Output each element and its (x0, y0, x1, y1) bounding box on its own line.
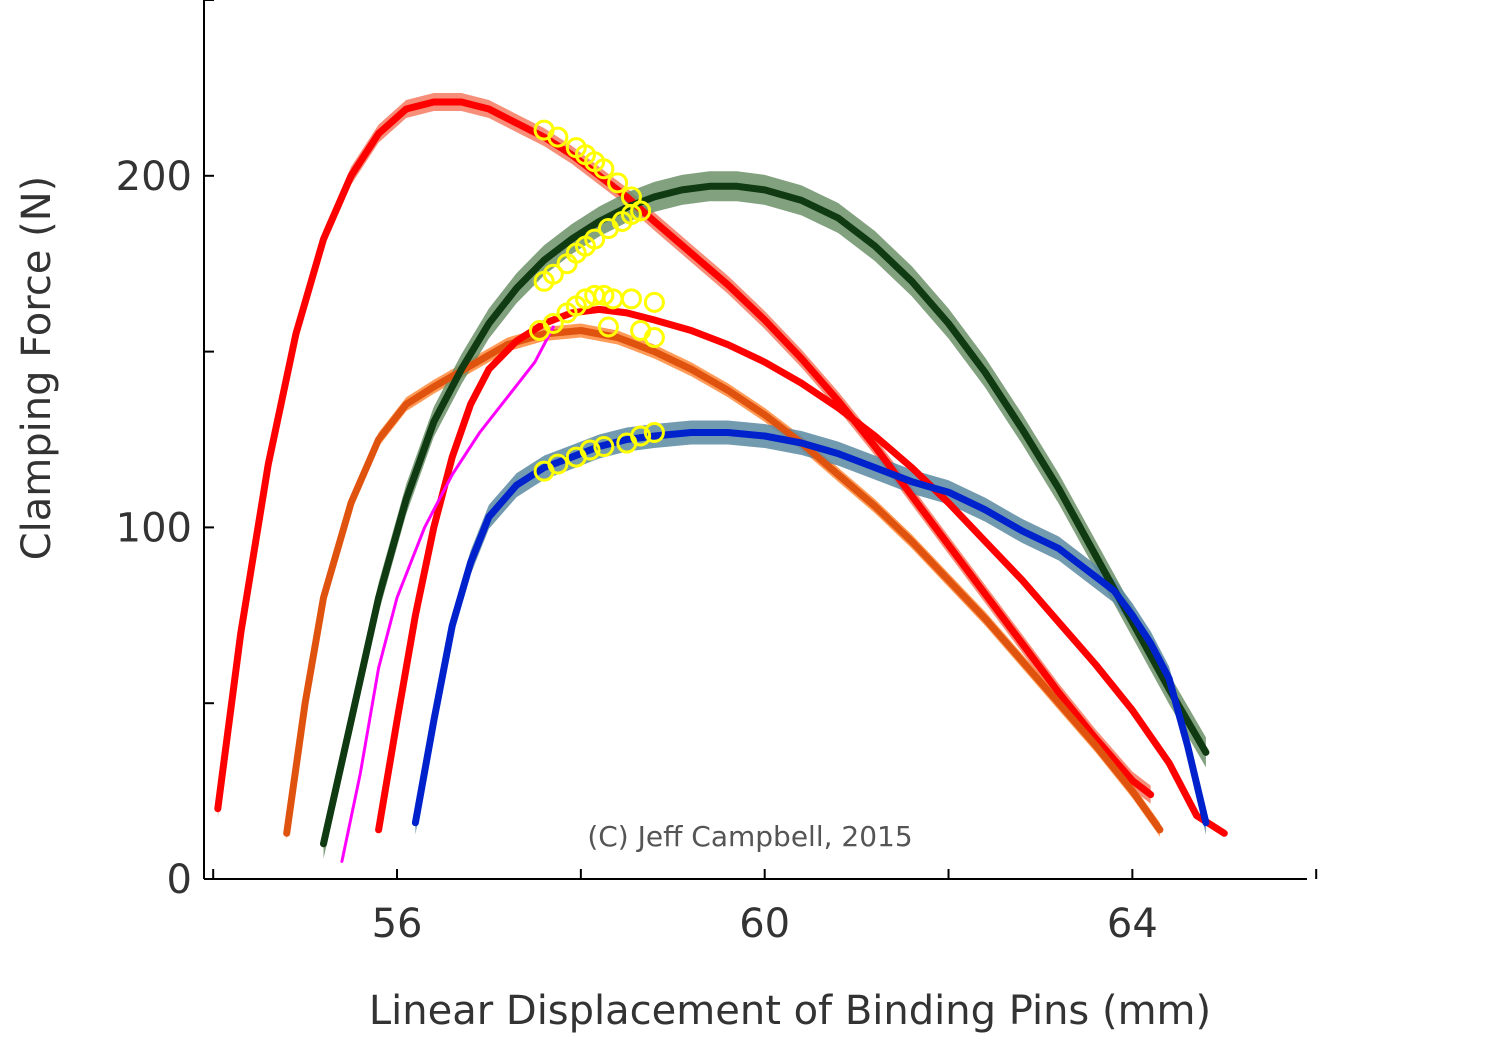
series-line-3 (320, 182, 1210, 848)
series-line-6 (411, 429, 1210, 827)
series-line-5 (340, 325, 555, 863)
series-lines (214, 98, 1228, 863)
marker-point (547, 126, 569, 148)
series-line-4 (375, 305, 1228, 837)
axes (203, 0, 1307, 880)
marker-point (607, 172, 629, 194)
axis-ticks: 56 60 64 0 100 200 (116, 0, 1318, 947)
marker-point (620, 203, 642, 225)
marker-point (597, 316, 619, 338)
marker-point (593, 284, 615, 306)
marker-point (643, 421, 665, 443)
series-bands (217, 93, 1225, 859)
marker-point (542, 263, 564, 285)
x-tick-label: 64 (1107, 901, 1158, 947)
marker-point (542, 312, 564, 334)
x-axis-title: Linear Displacement of Binding Pins (mm) (369, 988, 1211, 1034)
marker-point (643, 327, 665, 349)
series-line-2 (283, 327, 1164, 837)
y-axis-title: Clamping Force (N) (14, 176, 60, 561)
marker-points (528, 119, 665, 482)
marker-point (547, 453, 569, 475)
credit-text: (C) Jeff Campbell, 2015 (587, 820, 912, 853)
x-tick-label: 56 (372, 901, 423, 947)
y-tick-label: 200 (116, 154, 192, 200)
y-tick-label: 0 (167, 857, 192, 903)
marker-point (593, 436, 615, 458)
series-band-6 (415, 420, 1206, 835)
marker-point (643, 291, 665, 313)
marker-point (620, 288, 642, 310)
marker-point (584, 228, 606, 250)
x-tick-label: 60 (739, 901, 790, 947)
marker-point (630, 425, 652, 447)
y-tick-label: 100 (116, 505, 192, 551)
marker-point (593, 158, 615, 180)
marker-point (579, 439, 601, 461)
marker-point (630, 200, 652, 222)
series-line-1 (214, 98, 1155, 813)
